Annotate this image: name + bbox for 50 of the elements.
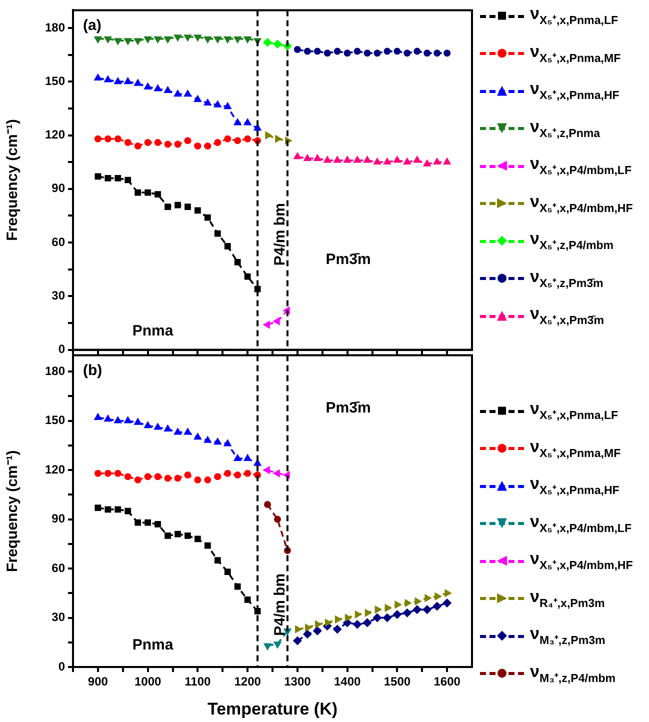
x-tick-label: 1000 (134, 674, 162, 689)
legend-label: ν$_{X₅⁺,x,Pnma,LF}$ (530, 4, 618, 28)
x-tick-label: 1300 (284, 674, 312, 689)
y-tick-label: 30 (52, 610, 66, 624)
legend-label: ν$_{X₅⁺,x,Pnma,MF}$ (530, 436, 621, 460)
annotation: (a) (83, 16, 102, 34)
legend-label: ν$_{X₅⁺,x,Pnma,HF}$ (530, 474, 620, 498)
legend-label: ν$_{R₄⁺,x,Pm3m}$ (530, 586, 605, 610)
y-axis-title: Frequency (cm⁻¹) (4, 450, 22, 572)
legend-label: ν$_{X₅⁺,x,P4/mbm,HF}$ (530, 192, 633, 215)
y-tick-label: 150 (44, 74, 66, 88)
x-tick-label: 1400 (334, 674, 361, 689)
y-tick-label: 90 (52, 512, 66, 526)
legend-label: ν$_{X₅⁺,z,P4/mbm}$ (530, 229, 614, 252)
legend-label: ν$_{X₅⁺,x,Pnma,LF}$ (530, 399, 618, 422)
x-tick-label: 1600 (434, 674, 461, 689)
legend-label: ν$_{X₅⁺,x,Pnma,HF}$ (530, 79, 620, 102)
annotation: Pnma (132, 636, 174, 654)
y-tick-label: 0 (58, 659, 66, 674)
y-tick-label: 60 (52, 560, 66, 575)
y-tick-label: 30 (52, 288, 66, 302)
x-tick-label: 1100 (184, 674, 212, 689)
x-axis-title: Temperature (K) (207, 699, 338, 718)
legend-label: ν$_{X₅⁺,z,Pm3̄m}$ (530, 266, 604, 290)
y-tick-label: 120 (44, 462, 66, 476)
y-axis-title: Frequency (cm⁻¹) (4, 119, 22, 241)
y-tick-label: 0 (58, 342, 66, 356)
annotation: Pm3̄m (326, 399, 371, 416)
annotation: (b) (83, 362, 102, 379)
legend-label: ν$_{X₅⁺,x,P4/mbm,LF}$ (530, 512, 632, 535)
legend-label: ν$_{X₅⁺,x,P4/mbm,HF}$ (530, 549, 633, 572)
annotation: Pnma (132, 322, 174, 340)
legend-label: ν$_{X₅⁺,z,Pnma}$ (530, 116, 600, 140)
annotation: Pm3̄m (326, 250, 371, 268)
legend-label: ν$_{X₅⁺,x,Pnma,MF}$ (530, 42, 621, 65)
legend-label: ν$_{M₃⁺,z,P4/mbm}$ (530, 662, 616, 685)
y-tick-label: 90 (52, 181, 66, 196)
y-tick-label: 180 (44, 20, 66, 34)
y-tick-label: 180 (44, 364, 66, 378)
annotation: P4/m bm (272, 203, 289, 266)
legend-label: ν$_{M₃⁺,z,Pm3m}$ (530, 624, 606, 648)
x-tick-label: 1200 (234, 674, 262, 689)
x-tick-label: 900 (88, 674, 108, 689)
legend-label: ν$_{X₅⁺,x,P4/mbm,LF}$ (530, 154, 632, 178)
x-tick-label: 1500 (384, 674, 411, 689)
legend-label: ν$_{X₅⁺,x,Pm3̄m}$ (530, 304, 604, 328)
annotation: P4/m bm (272, 573, 289, 636)
y-tick-label: 60 (52, 234, 66, 249)
y-tick-label: 120 (44, 128, 66, 142)
y-tick-label: 150 (44, 413, 66, 428)
